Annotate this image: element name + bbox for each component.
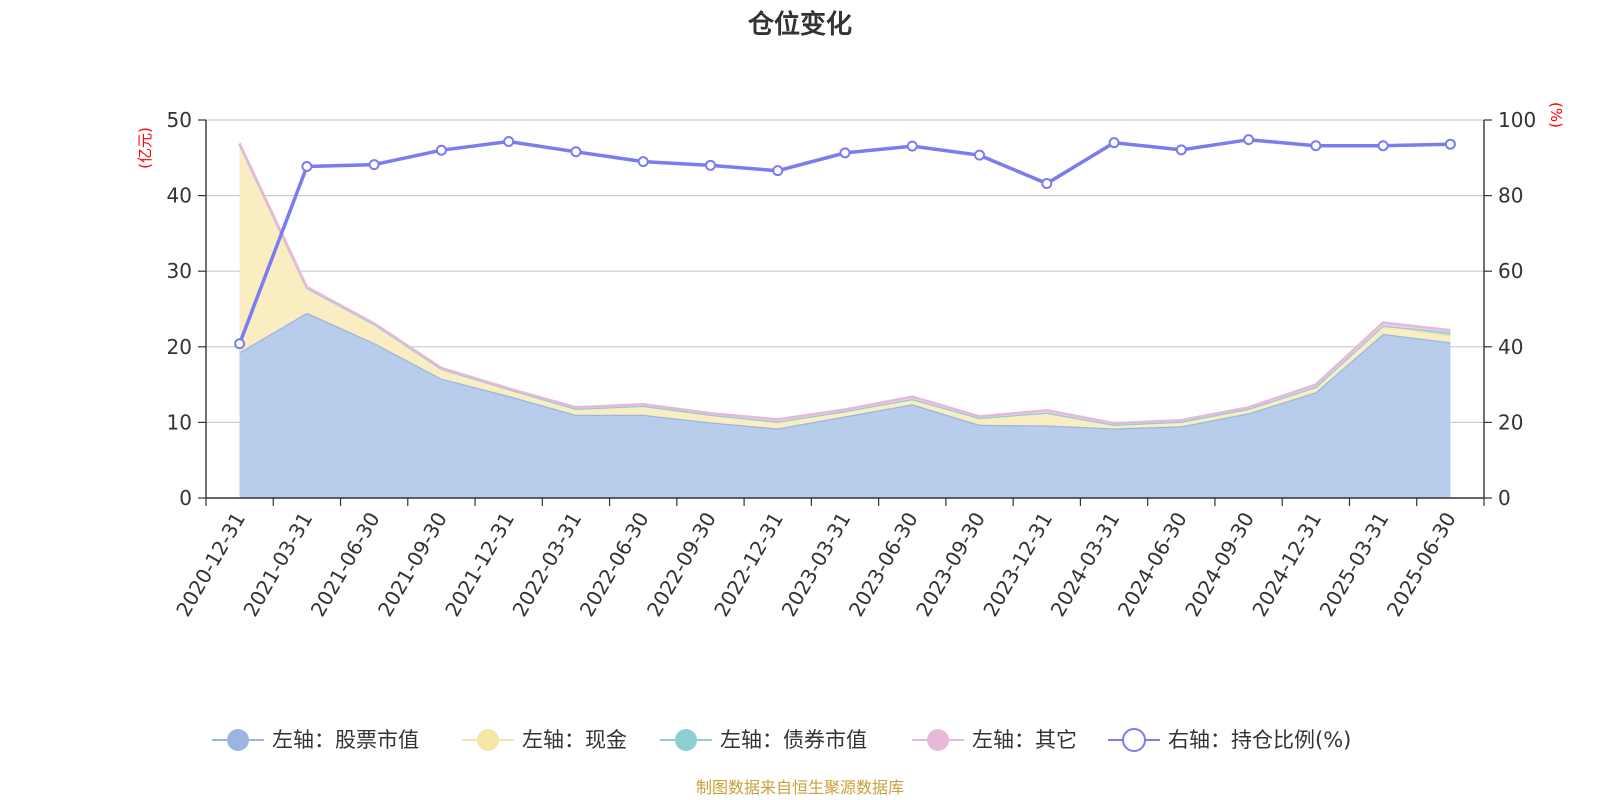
x-tick-label: 2024-09-30 (1180, 508, 1259, 621)
left-axis-unit: (亿元) (136, 127, 154, 169)
x-tick-label: 2021-03-31 (238, 508, 317, 621)
x-tick-label: 2023-12-31 (978, 508, 1057, 621)
left-tick-label: 0 (179, 486, 192, 510)
right-tick-label: 0 (1498, 486, 1511, 510)
x-tick-label: 2025-03-31 (1315, 508, 1394, 621)
holding-ratio-point (301, 160, 313, 172)
right-tick-label: 20 (1498, 410, 1523, 434)
x-tick-label: 2021-09-30 (373, 508, 452, 621)
holding-ratio-point (1108, 137, 1120, 149)
holding-ratio-point (435, 144, 447, 156)
x-tick-label: 2023-09-30 (911, 508, 990, 621)
holding-ratio-point (704, 159, 716, 171)
holding-ratio-point (637, 156, 649, 168)
legend-marker (227, 729, 249, 751)
holding-ratio-point (974, 149, 986, 161)
area-series-0 (239, 312, 1451, 498)
legend-marker (1122, 728, 1146, 752)
x-tick-label: 2025-06-30 (1382, 508, 1461, 621)
x-tick-label: 2024-12-31 (1247, 508, 1326, 621)
legend-item-4: 右轴：持仓比例(%) (1108, 728, 1351, 752)
x-tick-label: 2022-06-30 (575, 508, 654, 621)
legend-label: 右轴：持仓比例(%) (1168, 728, 1351, 752)
holding-ratio-point (1310, 140, 1322, 152)
x-tick-label: 2024-06-30 (1113, 508, 1192, 621)
holding-ratio-point (1175, 144, 1187, 156)
x-tick-label: 2021-06-30 (306, 508, 385, 621)
legend-label: 左轴：其它 (972, 728, 1077, 752)
right-tick-label: 60 (1498, 259, 1523, 283)
legend-marker (675, 729, 697, 751)
left-tick-label: 50 (167, 108, 192, 132)
legend-marker (477, 729, 499, 751)
x-tick-label: 2022-03-31 (507, 508, 586, 621)
holding-ratio-path (237, 137, 1451, 345)
holding-ratio-point (234, 338, 246, 350)
right-tick-label: 40 (1498, 335, 1523, 359)
x-tick-label: 2024-03-31 (1046, 508, 1125, 621)
stacked-areas (238, 142, 1451, 498)
holding-ratio-point (368, 159, 380, 171)
right-tick-label: 80 (1498, 184, 1523, 208)
holding-ratio-point (772, 165, 784, 177)
x-tick-label: 2023-03-31 (776, 508, 855, 621)
holding-ratio-point (503, 136, 515, 148)
legend-item-3: 左轴：其它 (912, 728, 1077, 752)
right-axis-unit: (%) (1547, 102, 1565, 128)
legend: 左轴：股票市值 左轴：现金 左轴：债券市值 左轴：其它 右轴：持仓比例(%) (212, 728, 1351, 752)
data-source-note: 制图数据来自恒生聚源数据库 (696, 778, 904, 797)
x-tick-label: 2021-12-31 (440, 508, 519, 621)
holding-ratio-point (839, 147, 851, 159)
holding-ratio-point (1444, 138, 1456, 150)
holding-ratio-point (1041, 178, 1053, 190)
legend-item-2: 左轴：债券市值 (660, 728, 867, 752)
x-tick-label: 2020-12-31 (171, 508, 250, 621)
left-tick-label: 10 (167, 410, 192, 434)
holding-ratio-line (234, 134, 1456, 350)
legend-label: 左轴：现金 (522, 728, 627, 752)
legend-label: 左轴：股票市值 (272, 728, 419, 752)
left-tick-label: 30 (167, 259, 192, 283)
legend-label: 左轴：债券市值 (720, 728, 867, 752)
x-tick-label: 2023-06-30 (844, 508, 923, 621)
right-tick-label: 100 (1498, 108, 1536, 132)
holding-ratio-point (906, 140, 918, 152)
legend-item-1: 左轴：现金 (462, 728, 627, 752)
holding-ratio-point (1377, 140, 1389, 152)
left-tick-label: 40 (167, 184, 192, 208)
holding-ratio-point (570, 146, 582, 158)
area-series-edge-3 (238, 142, 1451, 425)
legend-item-0: 左轴：股票市值 (212, 728, 419, 752)
x-tick-label: 2022-12-31 (709, 508, 788, 621)
left-tick-label: 20 (167, 335, 192, 359)
holding-ratio-point (1243, 134, 1255, 146)
x-tick-label: 2022-09-30 (642, 508, 721, 621)
chart-title: 仓位变化 (747, 9, 852, 40)
legend-marker (927, 729, 949, 751)
